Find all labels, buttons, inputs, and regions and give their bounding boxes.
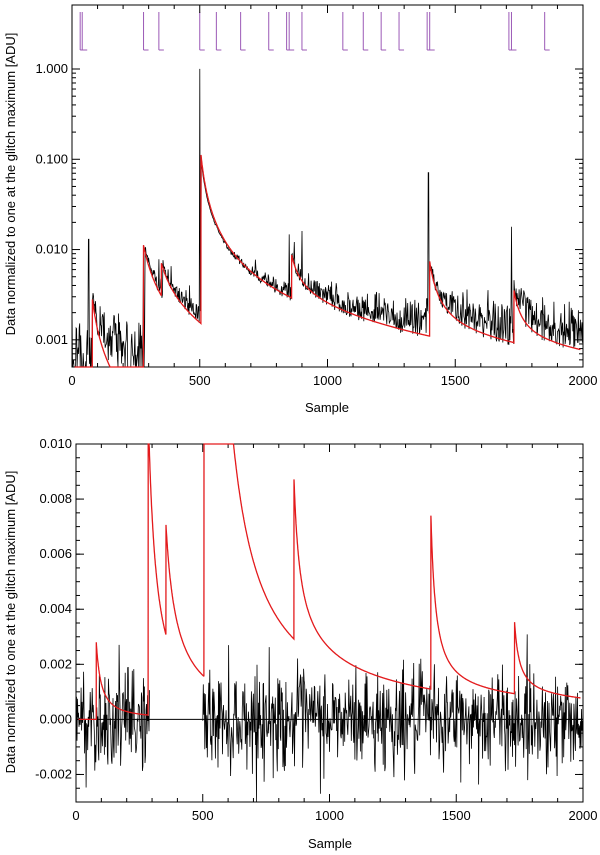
y-tick-label: -0.002 — [35, 766, 72, 781]
x-tick-label: 1000 — [313, 373, 342, 388]
y-tick-label: 0.006 — [39, 546, 72, 561]
bottom-panel: 0 500 1000 1500 2000 -0.002 0.000 0.002 0.004 0.… — [3, 436, 597, 851]
bottom-series-group — [75, 443, 584, 803]
y-tick-label: 0.010 — [39, 436, 72, 451]
x-tick-label: 0 — [68, 373, 75, 388]
bottom-y-tick-labels: -0.002 0.000 0.002 0.004 0.006 0.008 0.010 — [35, 436, 72, 781]
top-y-tick-labels: 0.001 0.010 0.100 1.000 — [35, 61, 68, 347]
x-tick-label: 1000 — [315, 808, 344, 823]
glitch-model-line — [78, 443, 581, 721]
x-tick-label: 500 — [189, 373, 211, 388]
x-tick-label: 0 — [72, 808, 79, 823]
glitch-flag-strip — [79, 12, 550, 51]
bottom-x-axis-label: Sample — [308, 836, 352, 851]
top-series-group — [71, 68, 584, 368]
top-panel: 0 500 1000 1500 2000 0.001 0.010 0.100 1.000 Sa… — [3, 4, 597, 415]
data-series-line — [71, 68, 584, 368]
y-tick-label: 1.000 — [35, 61, 68, 76]
y-tick-label: 0.001 — [35, 332, 68, 347]
bottom-x-tick-labels: 0 500 1000 1500 2000 — [72, 808, 597, 823]
x-tick-label: 2000 — [569, 373, 598, 388]
y-tick-label: 0.008 — [39, 491, 72, 506]
data-series-line — [75, 634, 584, 803]
y-tick-label: 0.002 — [39, 656, 72, 671]
top-y-axis-label: Data normalized to one at the glitch max… — [3, 33, 18, 336]
y-tick-label: 0.100 — [35, 151, 68, 166]
y-tick-label: 0.010 — [35, 242, 68, 257]
x-tick-label: 2000 — [569, 808, 598, 823]
y-tick-label: 0.000 — [39, 711, 72, 726]
top-x-axis-label: Sample — [305, 400, 349, 415]
y-tick-label: 0.004 — [39, 601, 72, 616]
x-tick-label: 1500 — [442, 808, 471, 823]
x-tick-label: 500 — [192, 808, 214, 823]
bottom-y-axis-label: Data normalized to one at the glitch max… — [3, 471, 18, 774]
x-tick-label: 1500 — [441, 373, 470, 388]
top-x-tick-labels: 0 500 1000 1500 2000 — [68, 373, 597, 388]
glitch-model-line — [74, 154, 581, 368]
